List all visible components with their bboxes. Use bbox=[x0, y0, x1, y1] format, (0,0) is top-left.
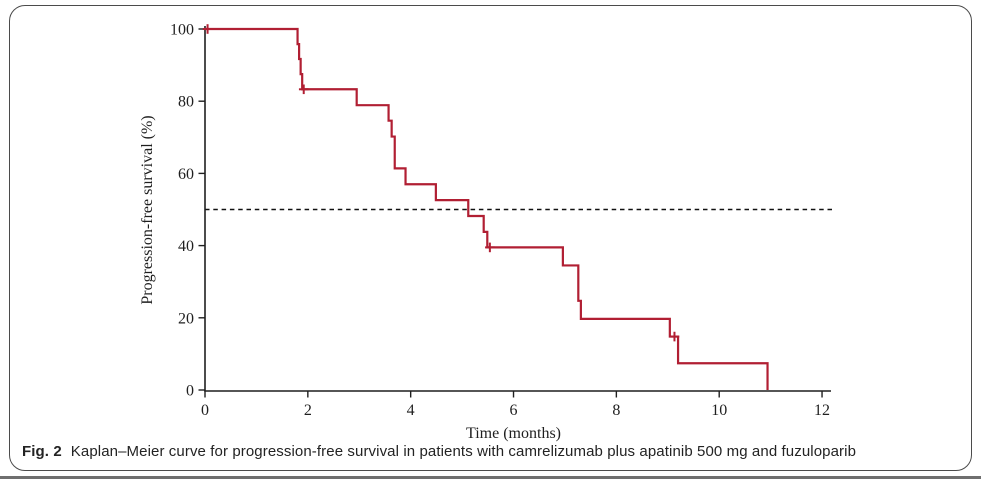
y-tick-label: 100 bbox=[170, 22, 194, 39]
y-tick-label: 20 bbox=[178, 310, 194, 327]
x-tick-label: 4 bbox=[407, 402, 415, 419]
censor-mark bbox=[202, 24, 213, 34]
x-tick-label: 6 bbox=[510, 402, 518, 419]
y-tick-label: 60 bbox=[178, 166, 194, 183]
y-tick-label: 40 bbox=[178, 238, 194, 255]
x-axis-label: Time (months) bbox=[466, 425, 561, 442]
figure-caption: Fig. 2 Kaplan–Meier curve for progression… bbox=[22, 443, 952, 460]
bottom-divider bbox=[0, 476, 981, 479]
x-tick-label: 2 bbox=[304, 402, 312, 419]
x-tick-label: 8 bbox=[612, 402, 620, 419]
figure-caption-text: Kaplan–Meier curve for progression-free … bbox=[70, 443, 857, 460]
censor-mark bbox=[669, 331, 680, 342]
censor-mark bbox=[485, 242, 495, 253]
y-tick-label: 80 bbox=[178, 94, 194, 111]
y-tick-label: 0 bbox=[186, 383, 194, 400]
figure-card bbox=[9, 5, 972, 471]
figure-caption-label: Fig. 2 bbox=[22, 443, 62, 460]
x-tick-label: 10 bbox=[711, 402, 727, 419]
y-axis-label: Progression-free survival (%) bbox=[139, 115, 156, 304]
x-tick-label: 0 bbox=[201, 402, 209, 419]
x-tick-label: 12 bbox=[814, 402, 830, 419]
km-curve bbox=[205, 27, 769, 390]
censor-mark bbox=[298, 84, 309, 95]
